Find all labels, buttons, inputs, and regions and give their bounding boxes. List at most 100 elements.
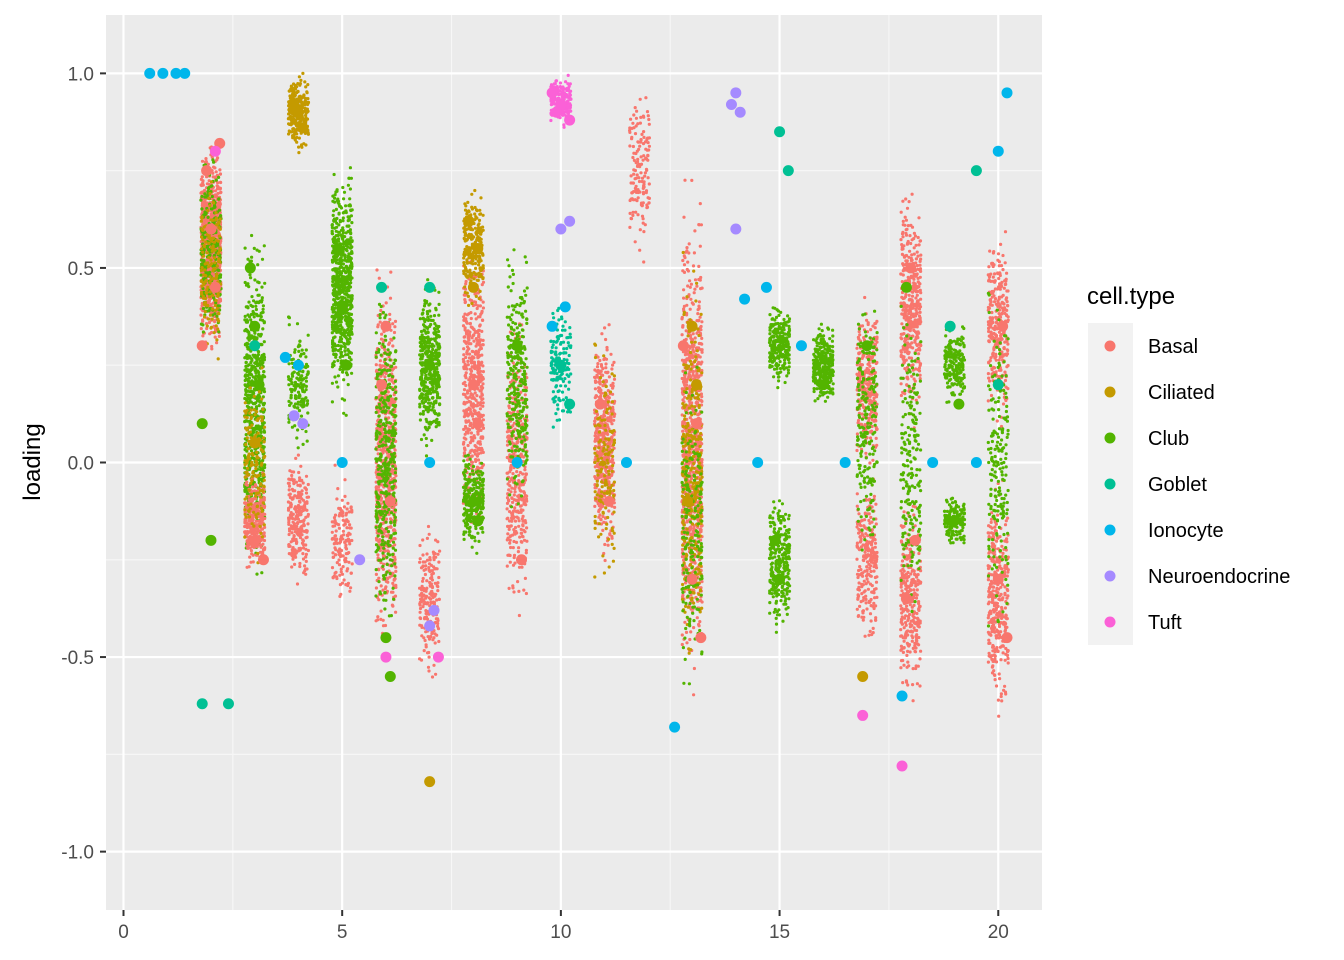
point-basal — [695, 632, 707, 644]
point-basal — [997, 320, 1009, 332]
point-ionocyte — [170, 67, 182, 79]
point-ionocyte — [839, 457, 851, 468]
y-axis-ticks: -1.0 -0.5 0.0 0.5 1.0 — [61, 64, 106, 864]
point-basal — [900, 593, 912, 605]
point-club — [472, 515, 484, 527]
legend: cell.type Basal Ciliated Club Goblet Ionocyt… — [1087, 283, 1290, 645]
point-club — [336, 301, 348, 313]
point-tuft — [380, 651, 392, 663]
x-axis-ticks: 0 5 10 15 20 — [118, 910, 1009, 943]
legend-key-ionocyte — [1104, 524, 1116, 536]
point-club — [196, 418, 208, 430]
legend-label-neuroendocrine: Neuroendocrine — [1148, 566, 1290, 588]
point-ionocyte — [739, 293, 751, 305]
point-club — [384, 671, 396, 683]
point-goblet — [944, 320, 956, 332]
point-ciliated — [424, 776, 436, 788]
point-ionocyte — [292, 359, 304, 371]
x-tick-label: 15 — [769, 922, 790, 943]
point-ionocyte — [1001, 87, 1013, 99]
legend-key-tuft — [1104, 616, 1116, 628]
point-ionocyte — [144, 67, 156, 79]
point-goblet — [376, 281, 388, 293]
point-ciliated — [857, 671, 869, 683]
point-tuft — [546, 87, 558, 99]
point-goblet — [970, 165, 982, 177]
point-ionocyte — [546, 320, 558, 332]
legend-key-neuroendocrine — [1104, 570, 1116, 582]
point-ionocyte — [279, 351, 291, 363]
point-ciliated — [472, 242, 484, 254]
x-tick-label: 0 — [118, 922, 129, 943]
point-ionocyte — [669, 721, 681, 733]
point-goblet — [564, 398, 576, 410]
point-goblet — [555, 359, 567, 371]
point-ionocyte — [511, 457, 523, 468]
point-ciliated — [682, 495, 694, 507]
point-ciliated — [467, 281, 479, 293]
point-ionocyte — [752, 457, 764, 468]
point-ionocyte — [795, 340, 807, 352]
point-basal — [249, 534, 261, 546]
point-club — [953, 398, 965, 410]
point-tuft — [896, 760, 908, 772]
y-tick-label: -1.0 — [61, 843, 94, 864]
point-neuroendocrine — [734, 106, 746, 118]
point-neuroendocrine — [288, 410, 300, 422]
point-ionocyte — [424, 457, 436, 468]
y-tick-label: 0.5 — [68, 259, 94, 280]
point-club — [253, 379, 265, 391]
point-ionocyte — [760, 281, 772, 293]
point-basal — [1001, 632, 1013, 644]
legend-label-tuft: Tuft — [1148, 612, 1182, 634]
point-club — [244, 262, 256, 274]
point-ciliated — [686, 320, 698, 332]
dense-point-cloud — [199, 71, 1010, 718]
y-axis-title: loading — [19, 423, 46, 500]
point-basal — [690, 418, 702, 430]
legend-label-basal: Basal — [1148, 336, 1198, 358]
point-ionocyte — [927, 457, 939, 468]
point-goblet — [424, 281, 436, 293]
point-tuft — [857, 709, 869, 721]
point-goblet — [222, 698, 234, 710]
point-basal — [384, 495, 396, 507]
point-basal — [594, 398, 606, 410]
point-club — [380, 632, 392, 644]
point-ionocyte — [896, 690, 908, 702]
legend-label-goblet: Goblet — [1148, 474, 1207, 496]
legend-key-ciliated — [1104, 386, 1116, 398]
x-tick-label: 20 — [988, 922, 1009, 943]
point-basal — [905, 262, 917, 274]
point-club — [817, 379, 829, 391]
point-tuft — [209, 145, 221, 157]
point-basal — [376, 379, 388, 391]
point-ciliated — [463, 215, 475, 227]
y-tick-label: -0.5 — [61, 648, 94, 669]
point-ciliated — [249, 437, 261, 449]
point-basal — [196, 340, 208, 352]
point-club — [861, 340, 873, 352]
point-neuroendocrine — [730, 87, 742, 99]
point-ciliated — [292, 106, 304, 118]
point-basal — [201, 165, 213, 177]
point-ionocyte — [336, 457, 348, 468]
point-ionocyte — [992, 145, 1004, 157]
point-club — [769, 534, 781, 546]
point-basal — [677, 340, 689, 352]
point-ciliated — [690, 379, 702, 391]
point-club — [341, 359, 353, 371]
point-club — [332, 242, 344, 254]
point-club — [205, 534, 217, 546]
legend-title: cell.type — [1087, 283, 1175, 310]
point-neuroendocrine — [555, 223, 567, 235]
point-neuroendocrine — [730, 223, 742, 235]
point-neuroendocrine — [428, 604, 440, 616]
point-basal — [467, 379, 479, 391]
point-basal — [209, 281, 221, 293]
point-club — [249, 320, 261, 332]
point-tuft — [432, 651, 444, 663]
data-points — [144, 67, 1013, 788]
legend-label-ionocyte: Ionocyte — [1148, 520, 1224, 542]
point-goblet — [774, 126, 786, 138]
